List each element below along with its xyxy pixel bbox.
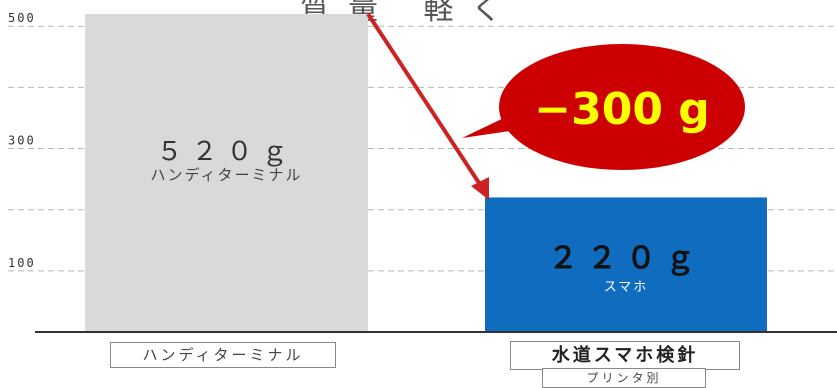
bar-sub-label-1: ハンディターミナル <box>151 166 303 184</box>
callout-bubble <box>499 44 745 170</box>
reduction-arrow <box>366 12 483 188</box>
y-tick-label-300: 300 <box>8 134 36 148</box>
reduction-arrowhead <box>471 177 489 200</box>
y-tick-label-500: 500 <box>8 11 36 25</box>
bar-2 <box>485 197 767 332</box>
category-label-handheld: ハンディターミナル <box>110 342 336 368</box>
bar-1 <box>85 14 368 332</box>
category-note-printer: プリンタ別 <box>542 368 706 388</box>
y-tick-label-100: 100 <box>8 256 36 270</box>
callout-annotation: −300 g <box>534 84 710 135</box>
bar-value-label-1: ５２０ｇ <box>156 137 296 167</box>
bar-sub-label-2: スマホ <box>604 280 649 295</box>
category-label-smartphone: 水道スマホ検針 <box>510 341 740 370</box>
bar-value-label-2: ２２０ｇ <box>548 241 704 276</box>
